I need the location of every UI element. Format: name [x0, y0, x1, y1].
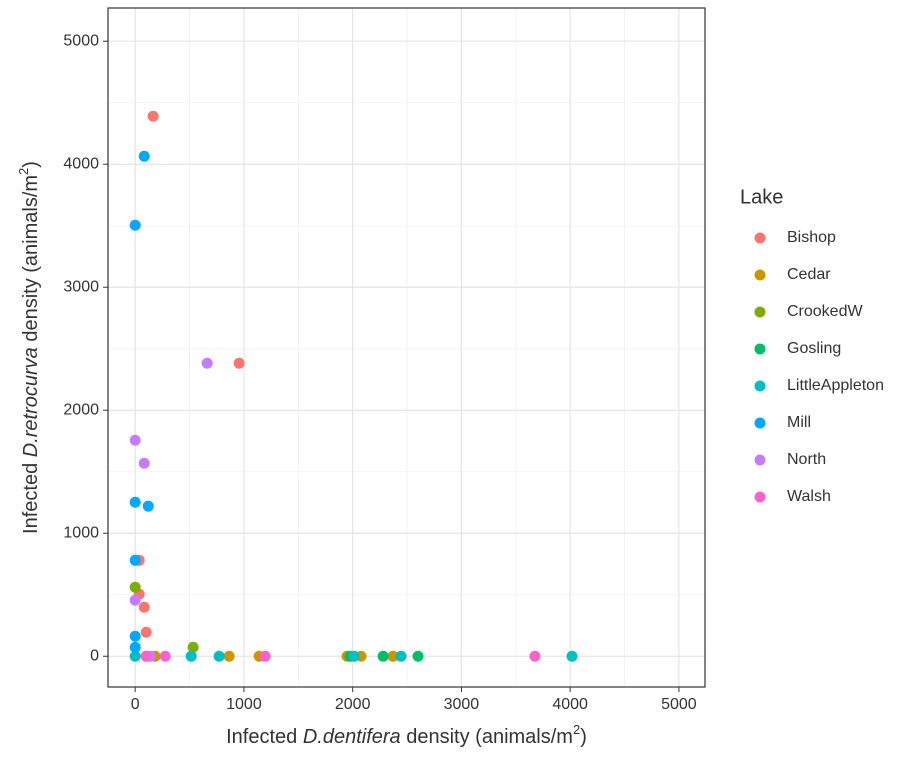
axis-label-part: density (animals/m	[20, 175, 42, 347]
legend-swatch	[754, 232, 766, 244]
point	[187, 641, 199, 653]
point	[159, 650, 171, 662]
point	[387, 650, 399, 662]
legend-swatch	[754, 306, 766, 318]
legend-swatch	[754, 380, 766, 392]
axis-label-part: density (animals/m	[401, 726, 573, 748]
axis-label-part: Infected	[226, 726, 303, 748]
legend-label: Cedar	[787, 266, 831, 283]
legend-swatch	[754, 269, 766, 281]
point	[142, 500, 154, 512]
legend-label: Mill	[787, 414, 811, 431]
legend-label: Bishop	[787, 229, 836, 246]
x-tick-label: 4000	[552, 696, 588, 713]
point	[138, 150, 150, 162]
axis-label-part: )	[20, 161, 42, 168]
y-tick-label: 2000	[63, 401, 99, 418]
point	[129, 434, 141, 446]
y-tick-label: 1000	[63, 524, 99, 541]
legend-swatch	[754, 454, 766, 466]
point	[140, 650, 152, 662]
point	[129, 594, 141, 606]
point	[395, 650, 407, 662]
legend-swatch	[754, 417, 766, 429]
point	[201, 357, 213, 369]
y-tick-label: 3000	[63, 278, 99, 295]
x-axis-label: Infected D.dentifera density (animals/m2…	[226, 722, 587, 748]
legend-label: CrookedW	[787, 303, 863, 320]
x-tick-label: 1000	[226, 696, 262, 713]
point	[377, 650, 389, 662]
point	[233, 357, 245, 369]
point	[138, 601, 150, 613]
axis-label-part: Infected	[20, 457, 42, 534]
point	[223, 650, 235, 662]
axis-label-part: D.retrocurva	[20, 347, 42, 457]
x-tick-label: 5000	[661, 696, 697, 713]
legend-label: Gosling	[787, 340, 841, 357]
point	[129, 219, 141, 231]
legend-label: LittleAppleton	[787, 377, 884, 394]
x-tick-label: 3000	[444, 696, 480, 713]
legend-label: Walsh	[787, 488, 831, 505]
y-tick-label: 0	[90, 647, 99, 664]
point	[348, 650, 360, 662]
axis-label-part: 2	[16, 168, 31, 175]
legend-swatch	[754, 491, 766, 503]
point	[259, 650, 271, 662]
point	[529, 650, 541, 662]
point	[138, 457, 150, 469]
legend-label: North	[787, 451, 826, 468]
axis-label-part: D.dentifera	[303, 726, 401, 748]
point	[129, 641, 141, 653]
point	[412, 650, 424, 662]
point	[566, 650, 578, 662]
legend-title: Lake	[740, 186, 783, 208]
plot-background	[108, 8, 705, 687]
y-tick-label: 5000	[63, 32, 99, 49]
point	[129, 630, 141, 642]
point	[213, 650, 225, 662]
x-tick-label: 0	[131, 696, 140, 713]
x-tick-label: 2000	[335, 696, 371, 713]
point	[129, 650, 141, 662]
point	[129, 496, 141, 508]
point	[129, 581, 141, 593]
point	[147, 110, 159, 122]
y-axis-label: Infected D.retrocurva density (animals/m…	[16, 161, 42, 534]
point	[140, 626, 152, 638]
axis-label-part: 2	[573, 722, 580, 737]
axis-label-part: )	[580, 726, 587, 748]
plot-border	[107, 7, 706, 688]
y-tick-label: 4000	[63, 155, 99, 172]
point	[129, 554, 141, 566]
legend-swatch	[754, 343, 766, 355]
point	[185, 650, 197, 662]
